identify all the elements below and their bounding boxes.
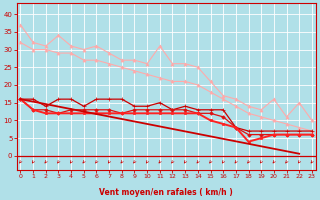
- X-axis label: Vent moyen/en rafales ( km/h ): Vent moyen/en rafales ( km/h ): [99, 188, 233, 197]
